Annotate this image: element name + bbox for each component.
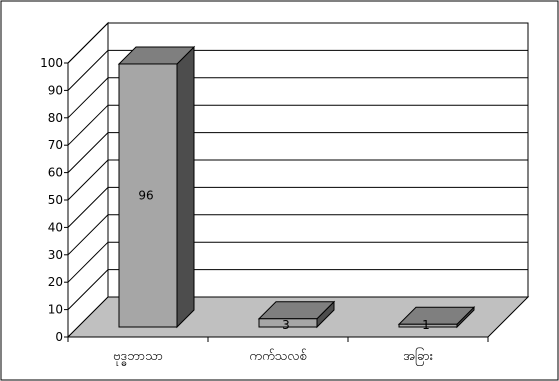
y-tick-label: 80 xyxy=(48,111,63,125)
x-category-label: ကက်သလစ် xyxy=(249,348,307,364)
bar-group xyxy=(117,45,476,329)
y-tick-label: 40 xyxy=(48,220,63,234)
y-tick-label: 0 xyxy=(55,330,63,344)
x-category-label: ဗုဒ္ဓဘာသာ xyxy=(113,349,163,366)
gridline xyxy=(67,132,528,173)
data-label: 96 xyxy=(138,188,153,202)
gridline xyxy=(67,159,528,201)
bar xyxy=(257,300,336,329)
gridline xyxy=(67,77,528,119)
bar-front xyxy=(258,318,318,328)
gridline xyxy=(67,214,528,256)
y-tick-label: 50 xyxy=(48,193,63,207)
bar-side xyxy=(176,45,195,329)
y-tick-label: 70 xyxy=(48,138,63,152)
y-tick-label: 10 xyxy=(48,303,63,317)
bar xyxy=(397,306,476,329)
label-group: 0 10 20 30 40 50 60 70 80 90 100 96 ဗုဒ္ဓဘာသာ 3 ကက်သလစ… xyxy=(40,56,433,366)
bar-front xyxy=(118,63,178,328)
gridline xyxy=(67,49,528,91)
gridline xyxy=(67,22,528,64)
gridline xyxy=(67,269,528,310)
y-tick-label: 90 xyxy=(48,83,63,97)
gridline xyxy=(67,104,528,146)
bar xyxy=(117,45,196,329)
bar-front xyxy=(398,323,458,328)
y-tick-label: 30 xyxy=(48,248,63,262)
data-label: 1 xyxy=(422,318,430,332)
data-label: 3 xyxy=(282,318,290,332)
y-tick-label: 20 xyxy=(48,275,63,289)
y-tick-label: 100 xyxy=(40,56,63,70)
gridline xyxy=(67,241,528,283)
y-tick-label: 60 xyxy=(48,166,63,180)
x-category-label: အခြား xyxy=(403,347,433,366)
gridline xyxy=(67,186,528,228)
